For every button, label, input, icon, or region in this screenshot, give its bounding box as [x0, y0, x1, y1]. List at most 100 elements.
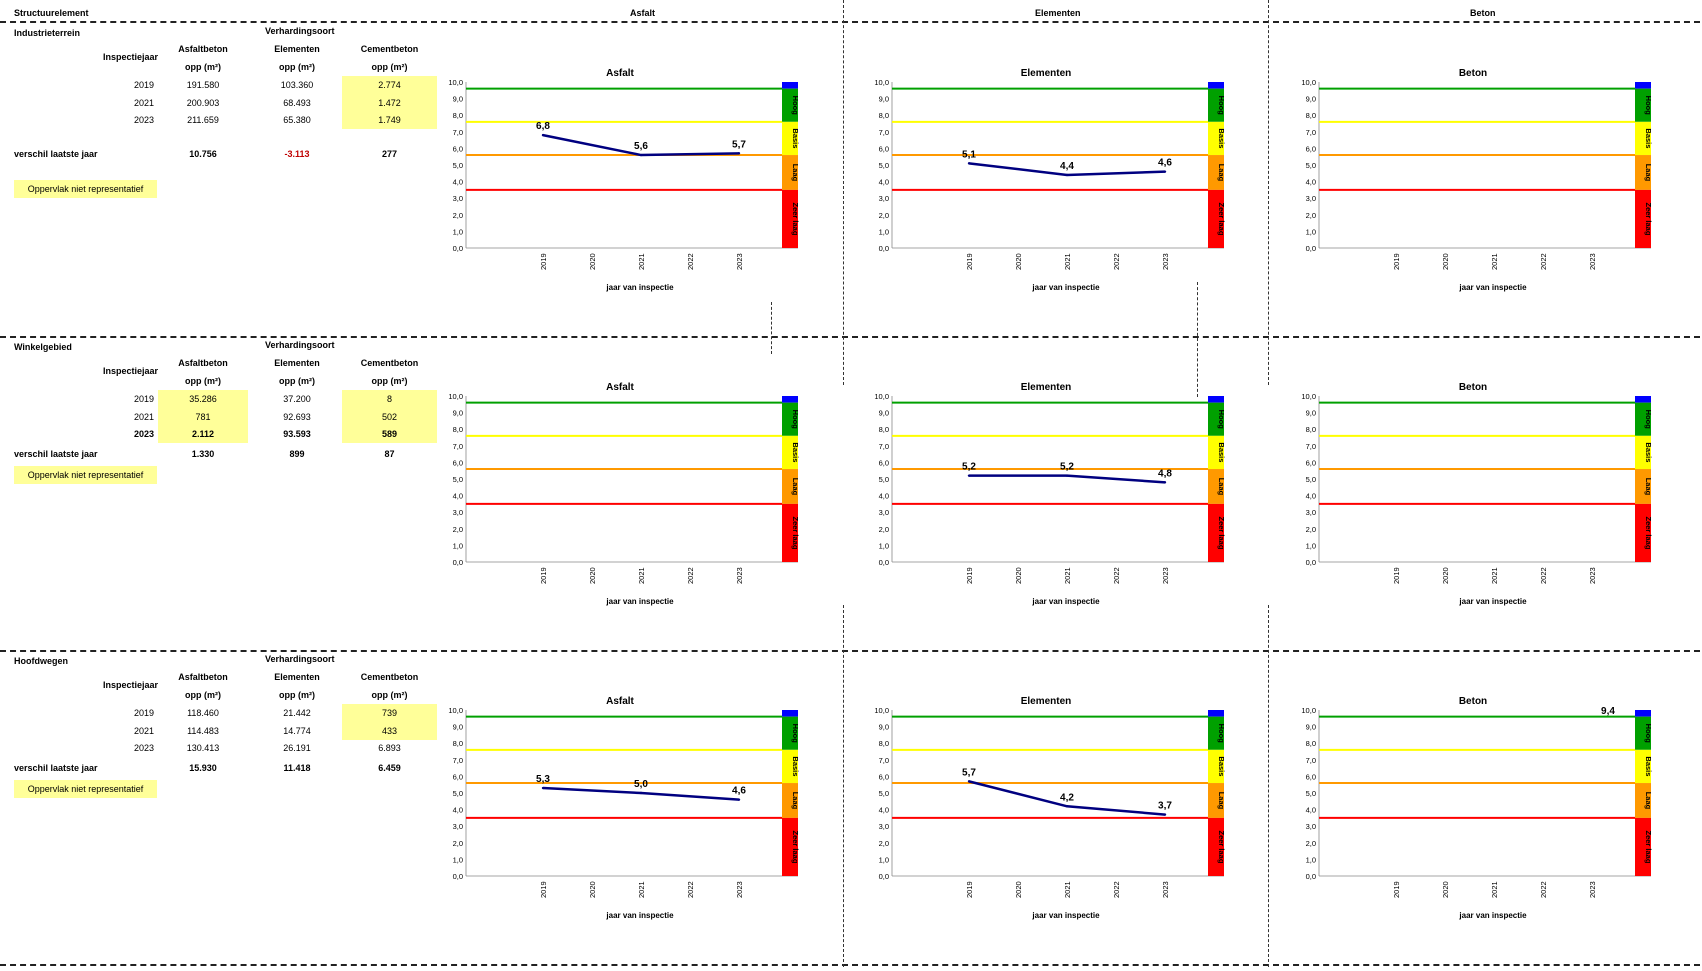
- column-unit: opp (m²): [279, 376, 315, 386]
- y-tick-label: 1,0: [1306, 541, 1316, 550]
- table-cell: 103.360: [280, 80, 314, 90]
- data-label: 3,7: [1158, 801, 1172, 812]
- legend-band: [782, 435, 798, 470]
- legend-band: [782, 749, 798, 784]
- data-label: 4,4: [1060, 161, 1074, 172]
- y-tick-label: 2,0: [879, 839, 889, 848]
- y-tick-label: 7,0: [1306, 442, 1316, 451]
- y-tick-label: 6,0: [879, 772, 889, 781]
- highlight-cell: [342, 704, 437, 722]
- highlight-cell: [158, 390, 248, 408]
- y-tick-label: 5,0: [1306, 161, 1316, 170]
- legend-band: [782, 396, 798, 403]
- data-label: 5,2: [962, 462, 976, 473]
- data-point: [541, 133, 545, 137]
- x-axis-label: jaar van inspectie: [1031, 283, 1100, 292]
- legend-band: [1635, 82, 1651, 89]
- y-tick-label: 4,0: [453, 806, 463, 815]
- y-tick-label: 10,0: [874, 392, 889, 401]
- y-tick-label: 6,0: [879, 458, 889, 467]
- y-tick-label: 7,0: [879, 128, 889, 137]
- x-axis-label: jaar van inspectie: [1458, 283, 1527, 292]
- data-point: [639, 791, 643, 795]
- y-tick-label: 0,0: [1306, 558, 1316, 567]
- legend-band: [1208, 503, 1224, 562]
- y-tick-label: 8,0: [453, 739, 463, 748]
- table-cell: 21.442: [283, 708, 311, 718]
- legend-band-label: Hoog: [791, 724, 800, 744]
- legend-band: [782, 503, 798, 562]
- row-year: 2023: [134, 115, 155, 125]
- data-label: 4,2: [1060, 792, 1074, 803]
- section-title: Industrieterrein: [14, 28, 81, 38]
- representatief-badge: Oppervlak niet representatief: [14, 780, 157, 798]
- data-point: [1163, 170, 1167, 173]
- legend-band: [1635, 469, 1651, 504]
- legend-band-label: Laag: [791, 478, 800, 496]
- x-axis-label: jaar van inspectie: [1031, 911, 1100, 920]
- y-tick-label: 6,0: [453, 772, 463, 781]
- table-cell: 65.380: [283, 115, 311, 125]
- legend-band: [782, 82, 798, 89]
- data-point: [1163, 481, 1167, 484]
- data-table-section: Winkelgebied Verhardingsoort Inspectiejaar…: [0, 338, 440, 638]
- legend-band-label: Zeer laag: [1217, 830, 1226, 863]
- line-chart: Asfalt 0,0 1,0 2,0 3,0 4,0 5,0 6,0 7,0 8,0 9,0 10,0…: [448, 382, 800, 606]
- x-tick-label: 2023: [735, 881, 744, 898]
- x-tick-label: 2021: [1063, 881, 1072, 898]
- x-tick-label: 2022: [1112, 567, 1121, 584]
- y-tick-label: 8,0: [879, 111, 889, 120]
- highlight-cell: [158, 407, 248, 426]
- y-tick-label: 4,0: [879, 806, 889, 815]
- y-tick-label: 8,0: [1306, 739, 1316, 748]
- legend-band-label: Basis: [791, 756, 800, 776]
- legend-band: [782, 88, 798, 122]
- data-label: 5,2: [1060, 462, 1074, 473]
- y-tick-label: 10,0: [1301, 706, 1316, 715]
- chart-title: Elementen: [1021, 382, 1072, 393]
- y-tick-label: 10,0: [874, 78, 889, 87]
- x-tick-label: 2019: [1392, 567, 1401, 584]
- x-tick-label: 2022: [686, 881, 695, 898]
- divider-dashdot-1: [771, 302, 772, 354]
- table-cell: 1.749: [378, 115, 401, 125]
- legend-band-label: Zeer laag: [791, 202, 800, 235]
- x-tick-label: 2019: [965, 253, 974, 270]
- x-tick-label: 2020: [588, 567, 597, 584]
- table-cell: 8: [386, 394, 392, 404]
- x-axis-label: jaar van inspectie: [605, 283, 674, 292]
- highlight-cell: [342, 425, 437, 443]
- data-point: [1065, 474, 1069, 477]
- divider-dashdot-2: [1197, 282, 1198, 397]
- legend-band-label: Basis: [1217, 756, 1226, 776]
- col-header-beton: Beton: [1470, 8, 1496, 18]
- chart-title: Asfalt: [606, 68, 634, 79]
- legend-band-label: Zeer laag: [1644, 516, 1653, 549]
- y-tick-label: 3,0: [879, 822, 889, 831]
- legend-band: [1208, 402, 1224, 436]
- legend-band: [1635, 155, 1651, 190]
- column-header: Cementbeton: [360, 672, 419, 682]
- x-tick-label: 2021: [1490, 253, 1499, 270]
- legend-band-label: Hoog: [791, 96, 800, 116]
- x-tick-label: 2023: [735, 567, 744, 584]
- legend-band-label: Zeer laag: [1217, 516, 1226, 549]
- highlight-cell: [342, 407, 437, 426]
- y-tick-label: 2,0: [879, 211, 889, 220]
- row-year: 2019: [134, 708, 155, 718]
- data-label: 6,8: [536, 121, 550, 132]
- legend-band: [782, 189, 798, 248]
- table-cell: 118.460: [187, 708, 219, 718]
- column-header: Asfaltbeton: [178, 672, 228, 682]
- divider-col2b: [1268, 605, 1269, 967]
- divider-col2a: [1268, 0, 1269, 385]
- y-tick-label: 5,0: [879, 475, 889, 484]
- x-axis-label: jaar van inspectie: [605, 911, 674, 920]
- data-point: [967, 474, 971, 477]
- column-unit: opp (m²): [371, 62, 408, 72]
- inspectiejaar-label: Inspectiejaar: [103, 366, 159, 376]
- column-header: Cementbeton: [360, 358, 419, 368]
- y-tick-label: 9,0: [453, 723, 463, 732]
- y-tick-label: 4,0: [879, 178, 889, 187]
- y-tick-label: 1,0: [1306, 855, 1316, 864]
